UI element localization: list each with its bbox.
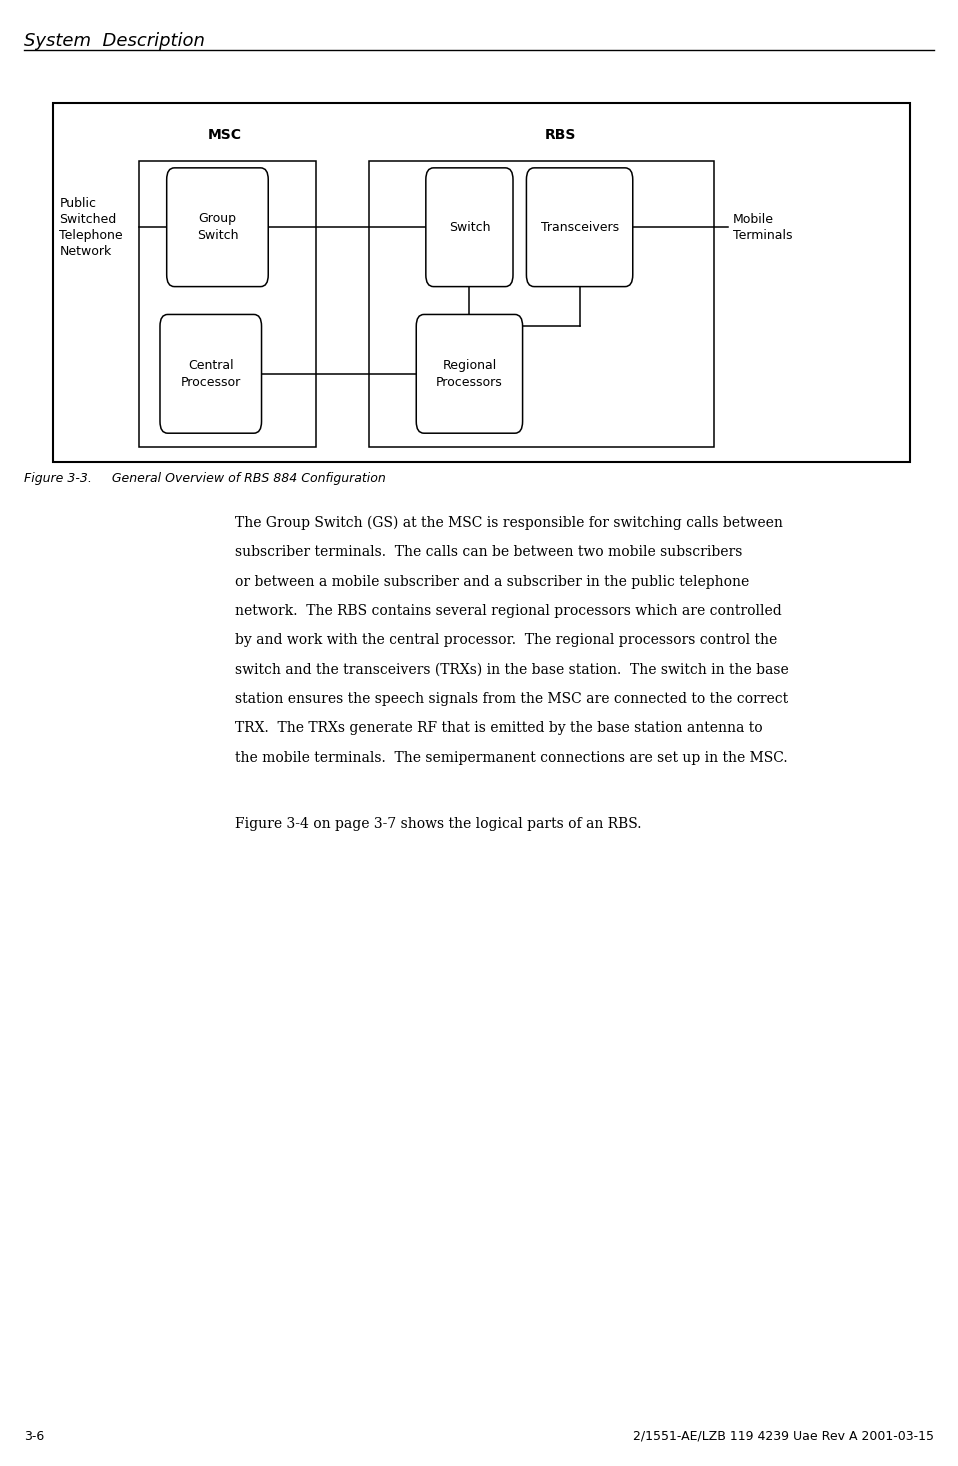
Text: or between a mobile subscriber and a subscriber in the public telephone: or between a mobile subscriber and a sub…	[235, 575, 749, 589]
FancyBboxPatch shape	[167, 167, 268, 287]
Text: The Group Switch (GS) at the MSC is responsible for switching calls between: The Group Switch (GS) at the MSC is resp…	[235, 516, 783, 531]
Text: RBS: RBS	[545, 128, 576, 142]
Text: MSC: MSC	[208, 128, 242, 142]
Text: the mobile terminals.  The semipermanent connections are set up in the MSC.: the mobile terminals. The semipermanent …	[235, 751, 787, 765]
Text: Figure 3-4 on page 3-7 shows the logical parts of an RBS.: Figure 3-4 on page 3-7 shows the logical…	[235, 817, 641, 831]
Text: TRX.  The TRXs generate RF that is emitted by the base station antenna to: TRX. The TRXs generate RF that is emitte…	[235, 721, 763, 736]
FancyBboxPatch shape	[425, 167, 513, 287]
FancyBboxPatch shape	[416, 315, 522, 434]
Text: Switch: Switch	[448, 221, 490, 233]
Bar	[139, 161, 316, 447]
FancyBboxPatch shape	[160, 315, 262, 434]
Text: switch and the transceivers (TRXs) in the base station.  The switch in the base: switch and the transceivers (TRXs) in th…	[235, 663, 788, 677]
Text: Regional
Processors: Regional Processors	[436, 359, 503, 388]
Text: subscriber terminals.  The calls can be between two mobile subscribers: subscriber terminals. The calls can be b…	[235, 545, 742, 560]
Text: station ensures the speech signals from the MSC are connected to the correct: station ensures the speech signals from …	[235, 692, 787, 707]
Bar	[53, 103, 910, 462]
Text: Public
Switched
Telephone
Network: Public Switched Telephone Network	[59, 196, 123, 258]
Text: network.  The RBS contains several regional processors which are controlled: network. The RBS contains several region…	[235, 604, 782, 619]
Text: Central
Processor: Central Processor	[181, 359, 240, 388]
Text: 2/1551-AE/LZB 119 4239 Uae Rev A 2001-03-15: 2/1551-AE/LZB 119 4239 Uae Rev A 2001-03…	[633, 1429, 934, 1443]
Text: Mobile
Terminals: Mobile Terminals	[733, 213, 792, 242]
Text: Group
Switch: Group Switch	[196, 213, 239, 242]
Text: by and work with the central processor.  The regional processors control the: by and work with the central processor. …	[235, 633, 777, 648]
FancyBboxPatch shape	[526, 167, 632, 287]
Text: System  Description: System Description	[24, 32, 205, 50]
Bar	[369, 161, 714, 447]
Text: Transceivers: Transceivers	[540, 221, 619, 233]
Text: Figure 3-3.     General Overview of RBS 884 Configuration: Figure 3-3. General Overview of RBS 884 …	[24, 472, 386, 485]
Text: 3-6: 3-6	[24, 1429, 44, 1443]
